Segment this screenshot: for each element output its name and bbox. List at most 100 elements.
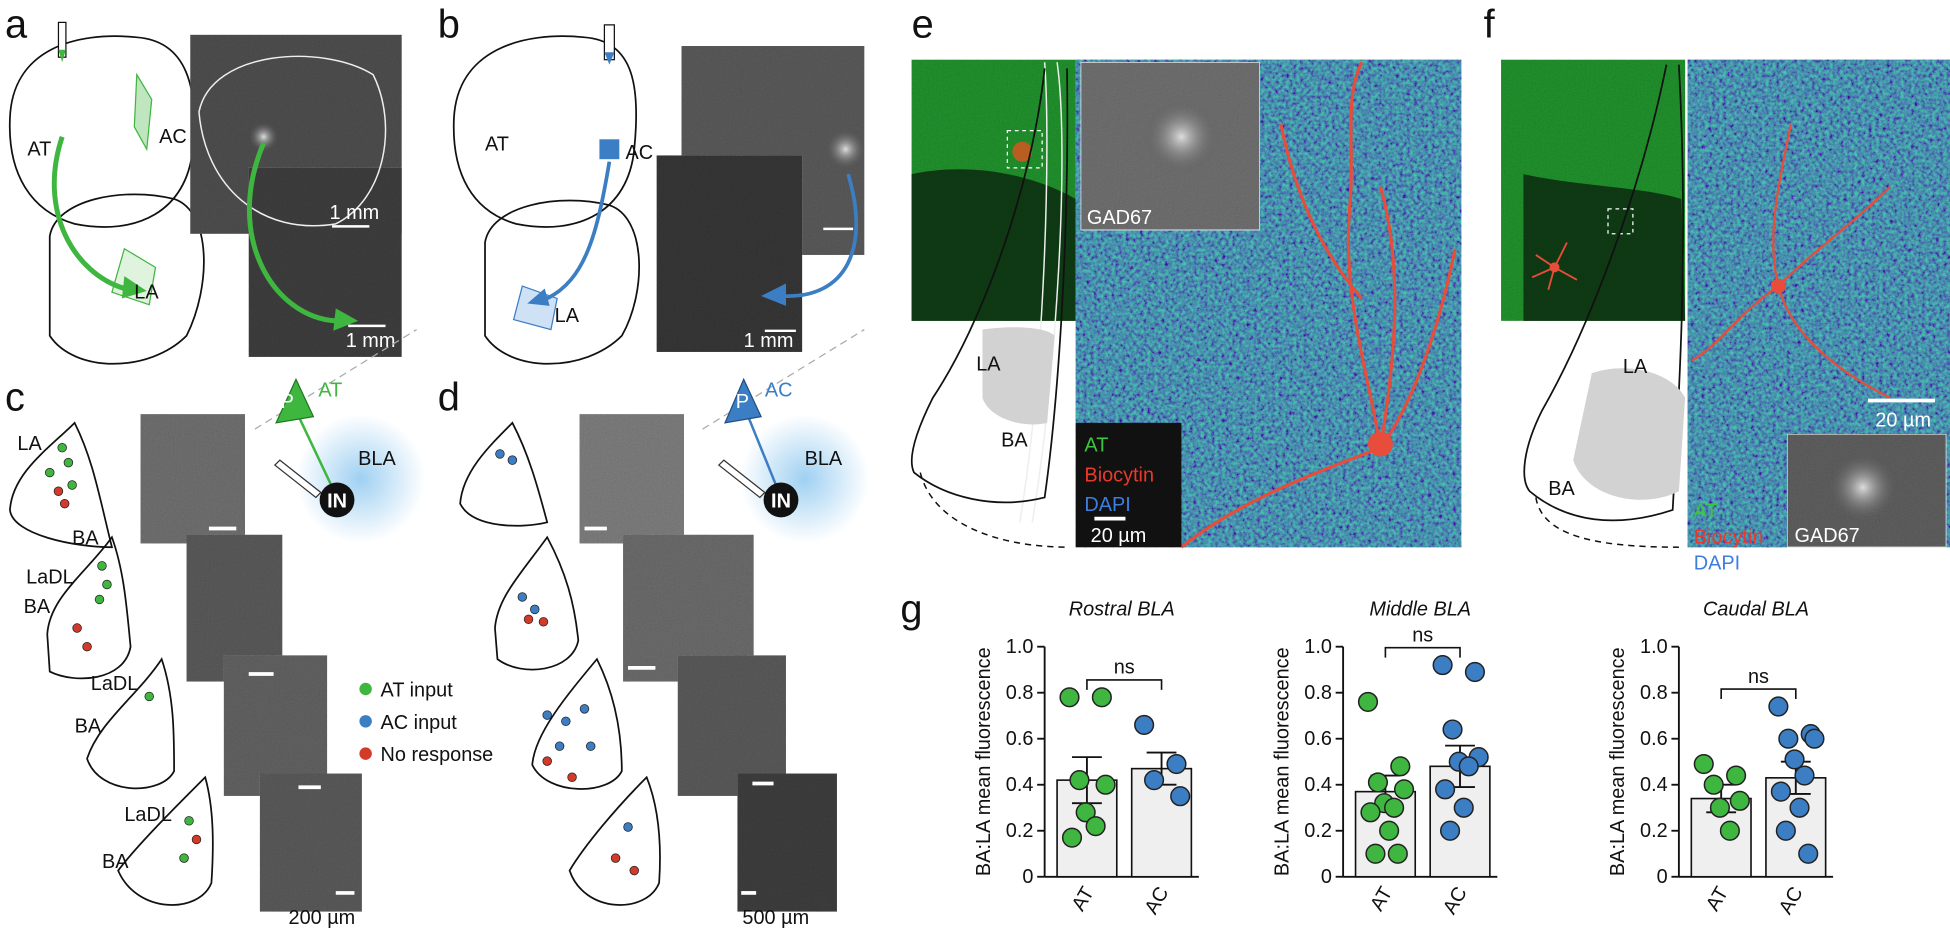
schematic-label: BLA (805, 448, 843, 470)
legend-dot (359, 682, 372, 696)
x-tick-label: AC (1775, 883, 1808, 918)
projection (292, 404, 339, 498)
inset-label: GAD67 (1795, 525, 1860, 547)
y-tick-label: 0 (1321, 866, 1332, 888)
scale-bar-label: 1 mm (744, 330, 794, 352)
y-axis-label: BA:LA mean fluorescence (1271, 647, 1293, 876)
amygdala-outline (1523, 64, 1684, 522)
data-point (1091, 687, 1112, 708)
panel-d: d P AC BLA IN 500 µm (438, 329, 870, 928)
inset-cell (1828, 452, 1898, 523)
cell-dots (45, 442, 194, 863)
micrograph (248, 167, 402, 357)
micrograph (579, 414, 684, 544)
region-label: AT (27, 138, 51, 160)
y-tick-label: 0.2 (1006, 820, 1034, 842)
data-point (1144, 770, 1165, 791)
data-point (1703, 774, 1724, 795)
y-tick-label: 0.4 (1640, 774, 1668, 796)
legend-box (1075, 422, 1182, 548)
brain-outline (48, 193, 205, 365)
outline (1535, 497, 1679, 548)
region-label: BA (24, 596, 51, 618)
schematic-label: P (736, 391, 749, 413)
outline (919, 472, 1070, 548)
x-tick-label: AC (1439, 883, 1472, 918)
data-point (1379, 820, 1400, 841)
data-point (1432, 655, 1453, 676)
y-tick-label: 0 (1657, 866, 1668, 888)
data-point (1365, 843, 1386, 864)
scale-bar-label: 500 µm (742, 907, 809, 928)
schematic-label: BLA (358, 448, 396, 470)
dendrites (1531, 242, 1578, 291)
micrograph (677, 655, 786, 796)
data-point (1360, 802, 1381, 823)
data-point (1726, 765, 1747, 786)
soma (1367, 431, 1393, 457)
legend-dot (359, 715, 372, 728)
y-tick-label: 0.4 (1304, 774, 1332, 796)
outline (1019, 62, 1063, 523)
ac-region (599, 139, 620, 160)
electrode (717, 459, 766, 499)
y-tick-label: 0.6 (1640, 728, 1668, 750)
micrograph (140, 414, 245, 544)
schematic-label: IN (771, 490, 791, 512)
scale-bar-label: 1 mm (346, 330, 396, 352)
panel-b: b AT AC LA 1 mm (438, 2, 866, 365)
la-region (1573, 368, 1686, 500)
channel-label: DAPI (1084, 494, 1130, 516)
data-point (1069, 770, 1090, 791)
legend-label: AC input (381, 712, 458, 734)
scale-bar-label: 1 mm (330, 202, 380, 224)
data-point (1367, 772, 1389, 793)
y-tick-label: 1.0 (1304, 636, 1332, 658)
data-point (1170, 786, 1191, 807)
amygdala-outline (9, 421, 114, 549)
region-label: BA (1548, 478, 1575, 500)
data-point (1804, 728, 1825, 749)
ac-region (133, 72, 153, 152)
y-tick-label: 0.2 (1304, 820, 1332, 842)
panel-f: f LA BA 20 µm AT Biocytin DAPI GAD67 (1484, 2, 1950, 575)
micrograph (656, 155, 803, 352)
region-label: LA (555, 305, 580, 327)
interneuron (763, 482, 799, 518)
y-axis-label: BA:LA mean fluorescence (973, 647, 995, 876)
cell-dots (53, 486, 202, 845)
panel-letter: d (438, 375, 460, 419)
panel-letter: e (912, 2, 934, 46)
brain-outline (484, 199, 641, 365)
la-region (982, 327, 1055, 425)
y-tick-label: 0.4 (1006, 774, 1034, 796)
y-tick-label: 0.8 (1640, 682, 1668, 704)
data-point (1357, 691, 1379, 712)
arrowhead (121, 276, 359, 331)
channel-label: Biocytin (1084, 464, 1154, 486)
roi-box (1006, 129, 1043, 169)
cell (1012, 141, 1033, 162)
region-label: AT (485, 133, 509, 155)
region-label: LaDL (91, 673, 139, 695)
amygdala-outline (494, 535, 580, 671)
schematic-label: AT (318, 380, 342, 402)
x-tick-label: AC (1140, 883, 1173, 918)
schematic-label: AC (765, 380, 793, 402)
data-point (1061, 827, 1083, 848)
data-point (1693, 753, 1714, 775)
projection (742, 404, 783, 498)
data-point (1709, 797, 1731, 818)
schematic-label: P (281, 391, 294, 413)
data-point (1439, 820, 1461, 841)
bla-glow (295, 414, 426, 544)
data-point (1794, 765, 1815, 786)
data-point (1458, 756, 1479, 777)
data-point (1166, 753, 1187, 775)
region-label: LaDL (124, 804, 172, 826)
cell-dots (523, 614, 639, 876)
interneuron (319, 482, 355, 518)
outline (198, 55, 387, 227)
y-tick-label: 0.6 (1304, 728, 1332, 750)
panel-a: a AT AC LA 1 mm 1 mm (5, 2, 402, 365)
